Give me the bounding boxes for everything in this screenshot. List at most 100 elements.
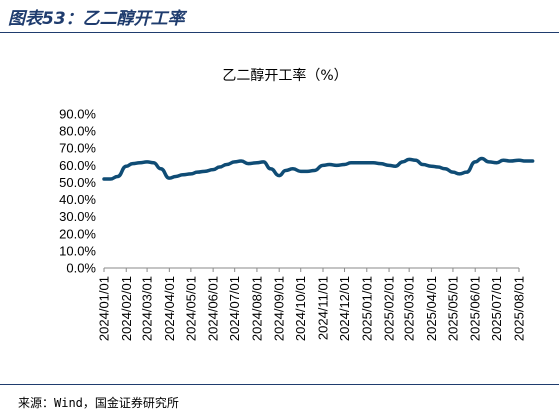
data-point [518, 159, 520, 161]
data-point [481, 157, 483, 160]
data-point [474, 161, 476, 163]
x-tick-label: 2024/05/01 [183, 276, 198, 341]
data-point [496, 162, 498, 164]
line-chart: 乙二醇开工率（%） 90.0% 80.0% 70.0% 60.0% 50.0% 40.0%… [59, 67, 535, 341]
x-tick-label: 2024/08/01 [249, 276, 264, 341]
data-point [524, 160, 527, 162]
data-point [372, 162, 374, 164]
data-point [269, 168, 272, 170]
data-point [437, 166, 439, 168]
data-point [125, 165, 127, 167]
data-point [328, 163, 331, 166]
data-point [278, 175, 280, 177]
data-point [212, 169, 214, 171]
data-point [313, 169, 315, 172]
data-point [300, 170, 302, 172]
data-point [146, 161, 148, 163]
title-divider [0, 32, 559, 33]
x-tick-label: 2024/12/01 [337, 276, 352, 341]
x-tick-label: 2025/08/01 [512, 276, 527, 341]
data-point [103, 178, 105, 180]
data-point [285, 169, 287, 172]
data-point [196, 171, 198, 173]
data-point [394, 165, 397, 167]
y-tick-label: 50.0% [59, 175, 96, 190]
x-tick-label: 2025/05/01 [445, 276, 460, 341]
y-axis: 90.0% 80.0% 70.0% 60.0% 50.0% 40.0% 30.0% 20.0%… [59, 107, 96, 276]
data-point [379, 163, 382, 165]
data-point [366, 162, 368, 164]
data-point [292, 168, 294, 170]
data-point [388, 164, 390, 166]
data-point [430, 165, 432, 167]
series-layer [102, 156, 535, 181]
data-point [336, 164, 338, 166]
x-tick-label: 2024/07/01 [227, 276, 242, 341]
data-point [168, 177, 170, 179]
data-point [160, 168, 162, 170]
data-point [408, 158, 410, 160]
data-point [190, 173, 192, 175]
data-point [488, 161, 490, 163]
y-tick-label: 70.0% [59, 141, 96, 156]
data-point [262, 161, 264, 163]
source-note: 来源：Wind，国金证券研究所 [18, 396, 179, 410]
chart-title: 乙二醇开工率（%） [222, 67, 347, 84]
series-line [102, 156, 535, 181]
data-point [247, 163, 249, 165]
data-point [422, 163, 424, 166]
x-tick-label: 2024/03/01 [140, 276, 155, 341]
x-tick-label: 2024/02/01 [119, 276, 134, 341]
data-point [350, 162, 352, 164]
data-point [109, 178, 112, 180]
y-tick-label: 80.0% [59, 124, 96, 139]
data-point [117, 175, 119, 178]
data-point [256, 162, 258, 164]
y-tick-label: 40.0% [59, 192, 96, 207]
y-tick-label: 30.0% [59, 209, 96, 224]
data-point [219, 166, 221, 168]
data-point [458, 173, 461, 175]
x-tick-label: 2024/04/01 [162, 276, 177, 341]
x-tick-label: 2024/01/01 [97, 276, 112, 341]
data-point [357, 162, 359, 164]
data-point [152, 162, 155, 164]
x-tick-label: 2024/10/01 [293, 276, 308, 341]
x-tick-label: 2024/11/01 [315, 276, 330, 340]
data-point [306, 170, 308, 172]
y-tick-label: 20.0% [59, 226, 96, 241]
footer-divider [0, 384, 559, 385]
data-point [203, 170, 206, 172]
data-point [182, 174, 184, 176]
data-point [465, 171, 468, 173]
x-tick-label: 2024/06/01 [206, 276, 221, 341]
data-point [502, 159, 504, 161]
data-point [452, 171, 454, 173]
x-tick-label: 2025/03/01 [402, 276, 417, 341]
data-point [322, 164, 324, 166]
data-point [532, 160, 534, 162]
x-axis: 2024/01/01 2024/02/01 2024/03/01 2024/04/01… [97, 267, 527, 341]
y-tick-label: 90.0% [59, 107, 96, 122]
data-point [509, 160, 511, 162]
figure-title: 图表53：乙二醇开工率 [8, 9, 185, 29]
y-tick-label: 10.0% [59, 243, 96, 258]
data-point [226, 163, 228, 166]
x-tick-label: 2025/07/01 [489, 276, 504, 341]
data-point [240, 160, 242, 162]
data-point [132, 163, 134, 165]
y-tick-label: 0.0% [66, 261, 96, 276]
data-point [175, 175, 177, 178]
x-tick-label: 2025/02/01 [382, 276, 397, 341]
data-point [444, 168, 446, 170]
data-point [415, 159, 417, 161]
data-point [402, 161, 404, 163]
data-point [234, 161, 236, 163]
data-point [343, 163, 346, 166]
x-tick-label: 2025/04/01 [424, 276, 439, 341]
y-tick-label: 60.0% [59, 158, 96, 173]
x-tick-label: 2025/06/01 [468, 276, 483, 341]
x-tick-label: 2024/09/01 [272, 276, 287, 341]
data-point [139, 162, 141, 164]
x-tick-label: 2025/01/01 [359, 276, 374, 341]
